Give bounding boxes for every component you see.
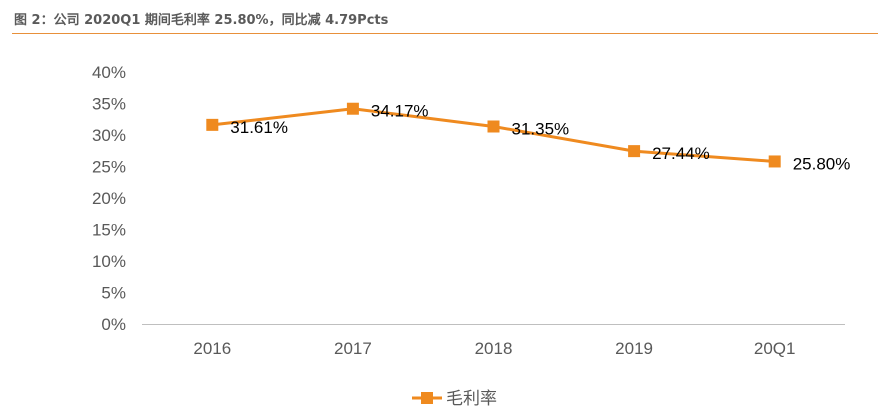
x-tick-label: 2019 [615, 339, 653, 358]
data-point-marker [768, 155, 781, 168]
data-point-marker [206, 118, 219, 131]
data-point-marker [487, 120, 500, 133]
data-label: 34.17% [371, 102, 429, 121]
data-point-marker [628, 145, 641, 158]
x-tick-label: 2016 [193, 339, 231, 358]
y-tick-label: 35% [92, 95, 126, 114]
data-labels: 31.61% 34.17% 31.35% 27.44% 25.80% [230, 102, 850, 174]
data-label: 31.61% [230, 118, 288, 137]
data-label: 31.35% [512, 119, 570, 138]
y-tick-label: 0% [101, 315, 126, 334]
y-tick-label: 25% [92, 158, 126, 177]
y-tick-label: 5% [101, 284, 126, 303]
x-tick-label: 2018 [475, 339, 513, 358]
legend-marker-swatch [421, 392, 433, 404]
series-markers [206, 102, 781, 168]
data-point-marker [346, 102, 359, 115]
y-tick-label: 15% [92, 221, 126, 240]
legend: 毛利率 [412, 389, 497, 409]
y-axis-ticks: 0% 5% 10% 15% 20% 25% 30% 35% 40% [92, 63, 126, 334]
title-divider [12, 33, 878, 34]
y-tick-label: 20% [92, 189, 126, 208]
y-tick-label: 10% [92, 252, 126, 271]
data-label: 27.44% [652, 144, 710, 163]
figure-title: 图 2：公司 2020Q1 期间毛利率 25.80%，同比减 4.79Pcts [14, 13, 389, 28]
x-tick-label: 2017 [334, 339, 372, 358]
x-axis-ticks: 2016 2017 2018 2019 20Q1 [193, 339, 795, 358]
x-tick-label: 20Q1 [754, 339, 796, 358]
data-label: 25.80% [793, 154, 851, 173]
legend-label: 毛利率 [446, 389, 497, 409]
y-tick-label: 40% [92, 63, 126, 82]
y-tick-label: 30% [92, 126, 126, 145]
